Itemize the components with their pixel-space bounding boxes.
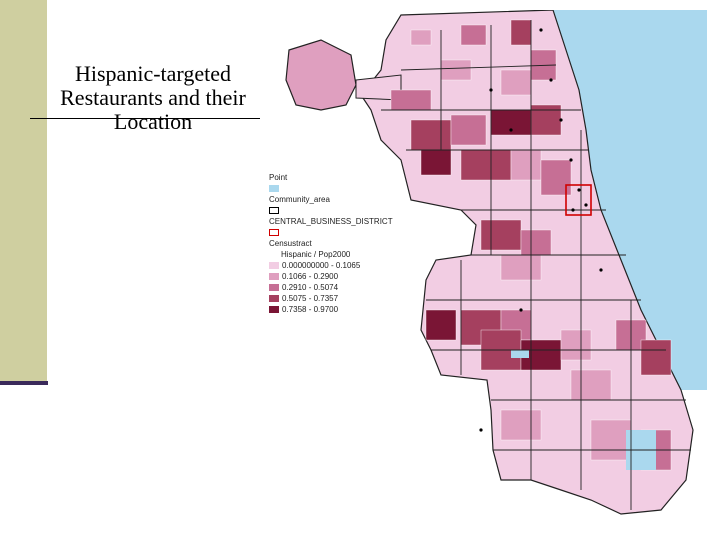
slide-title: Hispanic-targeted Restaurants and their … bbox=[60, 61, 246, 135]
restaurant-point bbox=[519, 308, 523, 312]
legend-censustract-swatch-row bbox=[269, 227, 419, 238]
legend-community-swatch-row bbox=[269, 183, 419, 194]
legend-class-row: 0.2910 - 0.5074 bbox=[269, 282, 419, 293]
legend-class-swatch bbox=[269, 306, 279, 313]
legend-class-label: 0.2910 - 0.5074 bbox=[282, 283, 339, 292]
legend-point-label: Point bbox=[269, 173, 288, 182]
community-area-lines bbox=[381, 20, 691, 510]
map-legend: Point Community_area CENTRAL_BUSINESS_DI… bbox=[269, 172, 419, 315]
legend-class-row: 0.5075 - 0.7357 bbox=[269, 293, 419, 304]
legend-class-swatch bbox=[269, 284, 279, 291]
legend-class-swatch bbox=[269, 273, 279, 280]
legend-class-row: 0.7358 - 0.9700 bbox=[269, 304, 419, 315]
restaurant-point bbox=[584, 203, 588, 207]
legend-cbd-swatch bbox=[269, 207, 279, 214]
lagoon-water bbox=[511, 350, 529, 358]
legend-class-swatch bbox=[269, 262, 279, 269]
ohare-area bbox=[285, 39, 357, 111]
legend-class-swatch bbox=[269, 295, 279, 302]
legend-class-label: 0.1066 - 0.2900 bbox=[282, 272, 339, 281]
legend-censustract-swatch bbox=[269, 229, 279, 236]
legend-community-label: Community_area bbox=[269, 195, 330, 204]
restaurant-point bbox=[577, 188, 581, 192]
legend-censustract-row: Censustract bbox=[269, 238, 419, 249]
restaurant-point bbox=[479, 428, 483, 432]
restaurant-point bbox=[559, 118, 563, 122]
legend-class-label: 0.5075 - 0.7357 bbox=[282, 294, 339, 303]
legend-point-row: Point bbox=[269, 172, 419, 183]
lake-michigan-water bbox=[553, 10, 707, 390]
legend-community-row: Community_area bbox=[269, 194, 419, 205]
restaurant-point bbox=[599, 268, 603, 272]
legend-class-row: 0.000000000 - 0.1065 bbox=[269, 260, 419, 271]
title-underline bbox=[30, 118, 260, 119]
census-tracts bbox=[390, 19, 672, 471]
map-panel bbox=[261, 10, 707, 516]
restaurant-point bbox=[539, 28, 543, 32]
slide-side-strip-edge bbox=[0, 381, 48, 385]
restaurant-point bbox=[549, 78, 553, 82]
legend-class-row: 0.1066 - 0.2900 bbox=[269, 271, 419, 282]
legend-cbd-swatch-row bbox=[269, 205, 419, 216]
restaurant-point bbox=[569, 158, 573, 162]
legend-field-label: Hispanic / Pop2000 bbox=[281, 250, 351, 259]
legend-cbd-row: CENTRAL_BUSINESS_DISTRICT bbox=[269, 216, 419, 227]
legend-class-label: 0.000000000 - 0.1065 bbox=[282, 261, 361, 270]
legend-field-row: Hispanic / Pop2000 bbox=[269, 249, 419, 260]
restaurant-point bbox=[489, 88, 493, 92]
restaurant-points bbox=[479, 28, 603, 432]
legend-censustract-label: Censustract bbox=[269, 239, 312, 248]
legend-class-label: 0.7358 - 0.9700 bbox=[282, 305, 339, 314]
legend-cbd-label: CENTRAL_BUSINESS_DISTRICT bbox=[269, 217, 393, 226]
legend-community-swatch bbox=[269, 185, 279, 192]
central-business-district-outline bbox=[565, 184, 592, 216]
slide-side-strip bbox=[0, 0, 47, 383]
restaurant-point bbox=[571, 208, 575, 212]
restaurant-point bbox=[509, 128, 513, 132]
chicago-map bbox=[285, 10, 707, 515]
